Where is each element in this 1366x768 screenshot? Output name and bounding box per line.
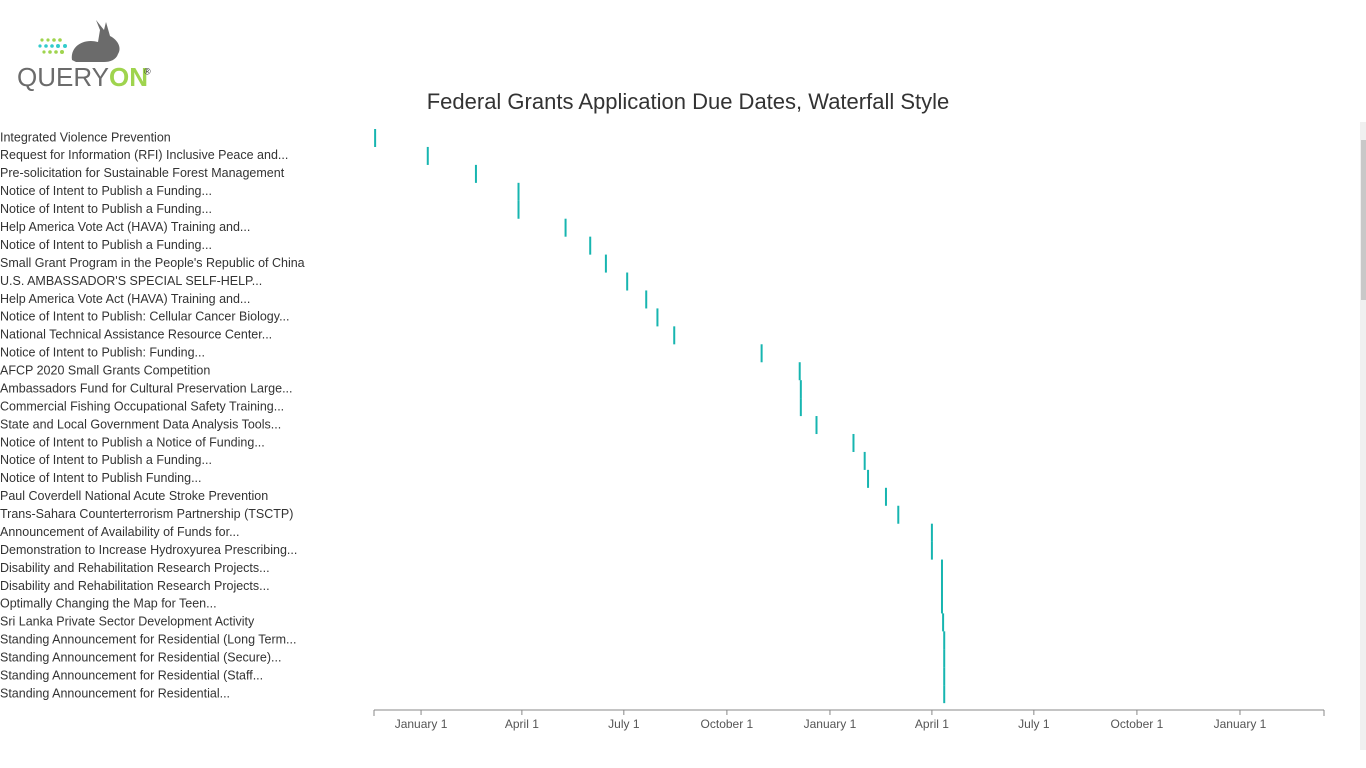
x-tick-label: October 1 <box>1111 717 1164 731</box>
x-tick-label: July 1 <box>1018 717 1050 731</box>
row-label: Notice of Intent to Publish a Funding... <box>0 184 212 198</box>
row-label: Standing Announcement for Residential (S… <box>0 651 281 665</box>
row-label: U.S. AMBASSADOR'S SPECIAL SELF-HELP... <box>0 274 262 288</box>
row-label: Help America Vote Act (HAVA) Training an… <box>0 220 250 234</box>
row-label: Announcement of Availability of Funds fo… <box>0 525 240 539</box>
row-label: Notice of Intent to Publish a Funding... <box>0 202 212 216</box>
row-label: Notice of Intent to Publish a Funding... <box>0 453 212 467</box>
row-label: Standing Announcement for Residential (L… <box>0 633 296 647</box>
scrollbar-track[interactable] <box>1360 122 1366 750</box>
row-label: State and Local Government Data Analysis… <box>0 417 281 431</box>
row-label: Help America Vote Act (HAVA) Training an… <box>0 292 250 306</box>
row-label: Commercial Fishing Occupational Safety T… <box>0 399 284 413</box>
row-label: AFCP 2020 Small Grants Competition <box>0 364 210 378</box>
row-label: Notice of Intent to Publish Funding... <box>0 471 202 485</box>
logo: QUERYON ® <box>17 20 151 92</box>
row-label: Notice of Intent to Publish: Funding... <box>0 346 205 360</box>
x-tick-label: January 1 <box>804 717 857 731</box>
row-label: Integrated Violence Prevention <box>0 130 171 144</box>
x-tick-label: January 1 <box>395 717 448 731</box>
row-label: Sri Lanka Private Sector Development Act… <box>0 615 255 629</box>
row-label: Notice of Intent to Publish a Notice of … <box>0 435 265 449</box>
x-tick-label: October 1 <box>701 717 754 731</box>
row-label: Paul Coverdell National Acute Stroke Pre… <box>0 489 268 503</box>
row-label: Notice of Intent to Publish a Funding... <box>0 238 212 252</box>
row-label: Notice of Intent to Publish: Cellular Ca… <box>0 310 290 324</box>
logo-rabbit <box>71 20 120 62</box>
row-label: Ambassadors Fund for Cultural Preservati… <box>0 381 293 395</box>
chart-title: Federal Grants Application Due Dates, Wa… <box>427 89 950 114</box>
logo-query: QUERY <box>17 62 109 92</box>
logo-dots <box>38 38 67 54</box>
row-label: Disability and Rehabilitation Research P… <box>0 561 270 575</box>
row-label: Optimally Changing the Map for Teen... <box>0 597 217 611</box>
row-label: Demonstration to Increase Hydroxyurea Pr… <box>0 543 297 557</box>
row-label: Trans-Sahara Counterterrorism Partnershi… <box>0 507 293 521</box>
row-label: Request for Information (RFI) Inclusive … <box>0 148 288 162</box>
row-label: Disability and Rehabilitation Research P… <box>0 579 270 593</box>
logo-text: QUERYON <box>17 62 148 92</box>
row-label: Standing Announcement for Residential... <box>0 686 230 700</box>
x-tick-label: April 1 <box>505 717 539 731</box>
row-label: Standing Announcement for Residential (S… <box>0 668 263 682</box>
x-tick-label: July 1 <box>608 717 640 731</box>
row-label: Pre-solicitation for Sustainable Forest … <box>0 166 285 180</box>
scrollbar-thumb[interactable] <box>1361 140 1366 300</box>
logo-on: ON <box>109 62 148 92</box>
x-tick-label: January 1 <box>1214 717 1267 731</box>
x-tick-label: April 1 <box>915 717 949 731</box>
logo-registered: ® <box>144 66 151 76</box>
row-label: Small Grant Program in the People's Repu… <box>0 256 305 270</box>
row-label: National Technical Assistance Resource C… <box>0 328 272 342</box>
